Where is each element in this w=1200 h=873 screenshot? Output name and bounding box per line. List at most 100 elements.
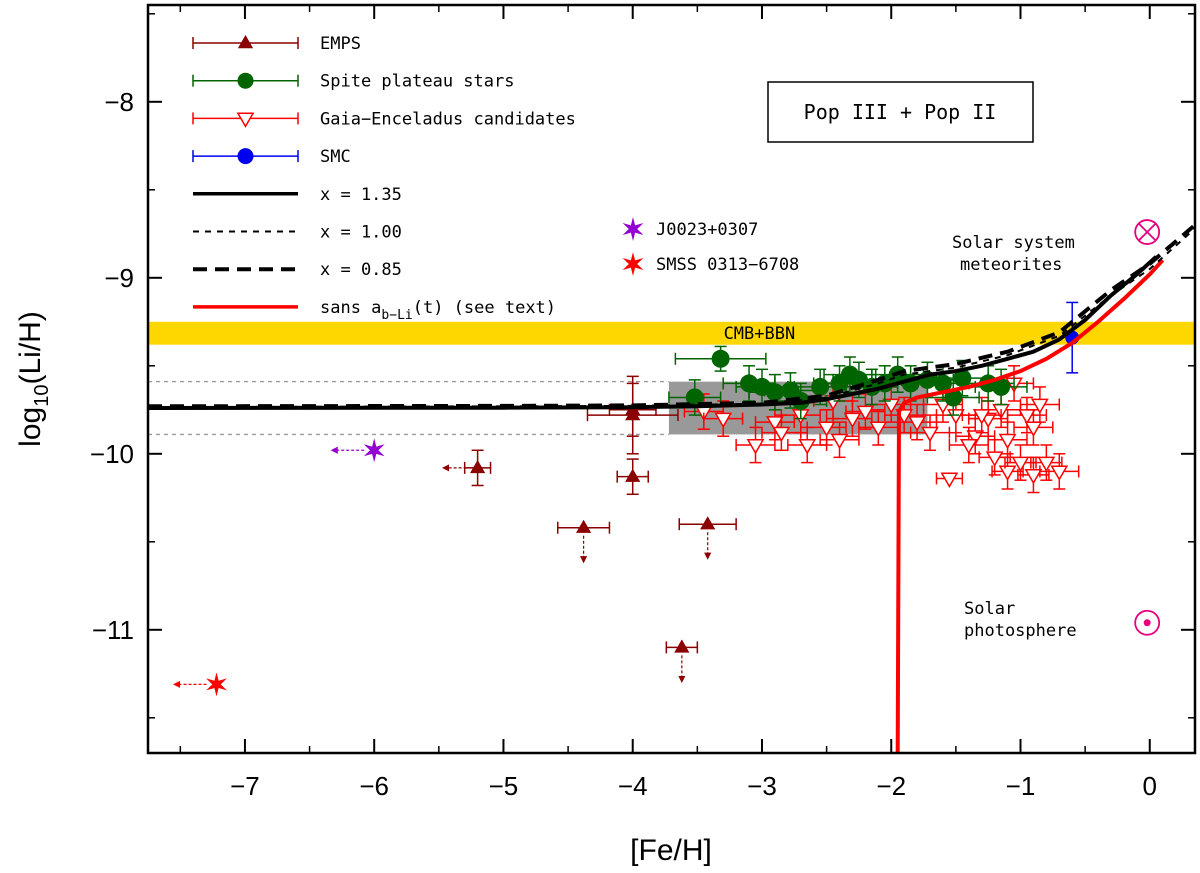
legend-marker-open-triangle-down (236, 112, 255, 128)
legend-label: EMPS (320, 34, 361, 54)
legend-label-sub: b−Li (381, 308, 412, 323)
x-tick-label: −4 (618, 771, 648, 801)
y-axis-title: log10(Li/H) (14, 311, 53, 447)
marker-triangle (576, 519, 592, 533)
marker-open-triangle-down (946, 409, 965, 425)
x-tick-label: −1 (1006, 771, 1036, 801)
star-marker (206, 672, 227, 697)
marker-open-triangle-down (921, 426, 939, 443)
data-point (935, 472, 964, 488)
marker-open-triangle-down (1024, 468, 1043, 485)
marker-open-triangle-down (1037, 456, 1056, 473)
marker-open-triangle-down (714, 412, 733, 429)
series-emps (442, 375, 737, 684)
y-axis-title-sub: 10 (31, 385, 53, 407)
curve-solid-red (895, 258, 1165, 753)
sun-symbol (1134, 609, 1161, 636)
plot-area (148, 223, 1195, 753)
legend-label: x = 1.00 (320, 223, 402, 243)
y-tick-label: −9 (104, 263, 134, 293)
marker-triangle (470, 459, 486, 474)
legend-label: SMC (320, 147, 351, 167)
marker-open-triangle-down (998, 433, 1017, 450)
data-point (948, 426, 989, 464)
legend: EMPS Spite plateau stars Gaia−Enceladus ca… (192, 34, 576, 323)
legend-marker-circle (237, 72, 254, 89)
marker-triangle (625, 468, 641, 482)
x-tick-label: −6 (359, 771, 389, 801)
marker-open-triangle-down (798, 439, 817, 455)
marker-circle (765, 383, 784, 402)
legend-entry: Spite plateau stars (192, 72, 514, 92)
x-axis-title: [Fe/H] (630, 834, 712, 867)
marker-open-triangle-down (766, 416, 784, 432)
special-star-point (172, 672, 227, 697)
legend-label: Spite plateau stars (320, 72, 514, 92)
data-point (442, 449, 492, 487)
special-legend-label: SMSS 0313−6708 (656, 255, 799, 275)
data-point (674, 345, 767, 372)
marker-triangle (700, 516, 716, 530)
cmb-bbn-label: CMB+BBN (724, 324, 796, 344)
special-legend-entry: J0023+0307 (622, 217, 758, 241)
data-point (909, 414, 951, 452)
legend-label: sans ab−Li(t) (see text) (320, 298, 556, 323)
data-point (819, 421, 860, 459)
data-point (761, 414, 802, 452)
legend-entry: x = 1.35 (193, 185, 402, 205)
legend-marker-triangle (237, 35, 254, 49)
x-tick-label: −3 (747, 771, 777, 801)
legend-entry: SMC (192, 147, 351, 167)
marker-open-triangle-down (998, 465, 1017, 481)
marker-open-triangle-down (966, 430, 985, 446)
meteorites-label-line2: meteorites (960, 255, 1062, 275)
marker-open-triangle-down (772, 426, 791, 443)
data-point (608, 382, 657, 437)
title-box: Pop III + Pop II (767, 81, 1034, 143)
y-axis-title-main: log (14, 407, 47, 447)
data-point (1019, 386, 1061, 423)
legend-star-marker (622, 252, 644, 276)
marker-open-triangle-down (1018, 409, 1036, 425)
plot-frame (146, 3, 1197, 755)
x-tick-label: −5 (489, 771, 519, 801)
marker-triangle (674, 639, 690, 653)
data-point (616, 458, 649, 496)
marker-open-triangle-down (882, 398, 901, 415)
data-series-layer (172, 301, 1080, 697)
marker-circle (711, 349, 730, 368)
legend-label-main: sans a (320, 298, 381, 318)
legend-label: x = 0.85 (320, 260, 402, 280)
curve-solid (148, 255, 1158, 410)
special-star-point (330, 438, 385, 463)
solar-symbols (1134, 219, 1161, 636)
x-tick-label: −2 (876, 771, 906, 801)
star-marker (363, 438, 385, 463)
marker-circle (685, 388, 704, 407)
data-point (845, 393, 886, 430)
y-axis-title-tail: (Li/H) (14, 311, 47, 384)
marker-open-triangle-down (908, 416, 926, 432)
data-point (991, 453, 1024, 490)
data-point (1039, 453, 1080, 490)
x-tick-label: 0 (1143, 771, 1157, 801)
marker-open-triangle-down (746, 439, 765, 455)
meteorites-symbol (1134, 219, 1161, 245)
marker-open-triangle-down (1050, 465, 1069, 481)
data-point (665, 639, 699, 684)
special-legend-entry: SMSS 0313−6708 (622, 252, 799, 276)
marker-open-triangle-down (972, 409, 991, 425)
meteorites-circle (1134, 219, 1161, 245)
marker-open-triangle-down (1030, 398, 1049, 415)
y-tick-label: −8 (104, 87, 134, 117)
y-tick-label: −11 (92, 615, 134, 645)
legend-entry: sans ab−Li(t) (see text) (193, 298, 556, 323)
special-stars-legend: J0023+0307 SMSS 0313−6708 (622, 217, 799, 276)
legend-entry: x = 1.00 (193, 223, 402, 243)
meteorites-label-line1: Solar system (952, 233, 1075, 253)
y-tick-label: −10 (90, 439, 134, 469)
data-point (557, 519, 611, 564)
marker-circle (992, 377, 1011, 396)
legend-label: x = 1.35 (320, 185, 402, 205)
